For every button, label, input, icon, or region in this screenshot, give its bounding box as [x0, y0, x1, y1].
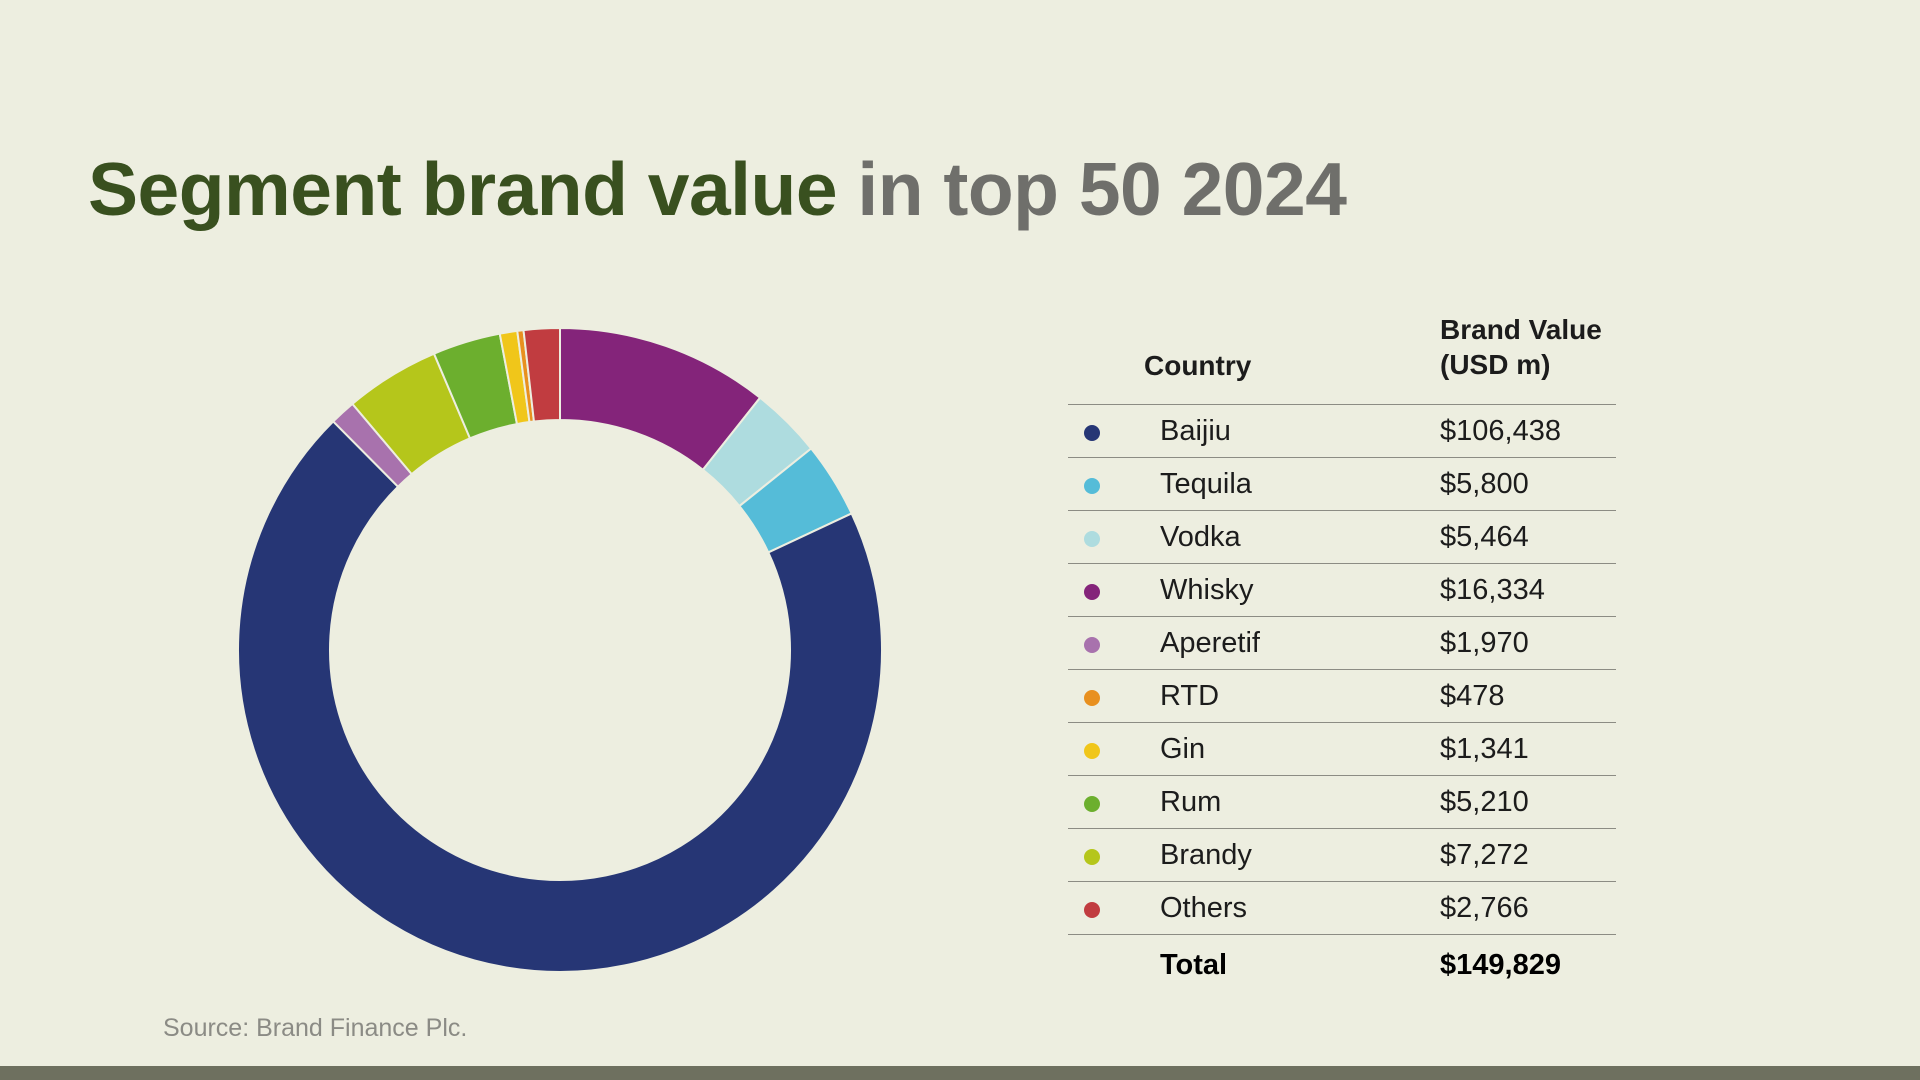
legend-dot-icon [1084, 849, 1100, 865]
segment-value: $5,800 [1440, 468, 1529, 500]
table-row: Tequila $5,800 [1068, 458, 1616, 511]
segment-value: $1,970 [1440, 627, 1529, 659]
bottom-bar [0, 1066, 1920, 1080]
segment-value: $5,464 [1440, 521, 1529, 553]
segment-value: $106,438 [1440, 415, 1561, 447]
table-total-row: Total $149,829 [1068, 935, 1616, 995]
segment-value: $16,334 [1440, 574, 1545, 606]
table-row: RTD $478 [1068, 670, 1616, 723]
segment-value: $7,272 [1440, 839, 1529, 871]
table-row: Others $2,766 [1068, 882, 1616, 935]
legend-dot-icon [1084, 425, 1100, 441]
legend-dot-icon [1084, 584, 1100, 600]
legend-dot-icon [1084, 690, 1100, 706]
segment-name: Gin [1160, 733, 1206, 765]
segment-name: RTD [1160, 680, 1220, 712]
table-row: Brandy $7,272 [1068, 829, 1616, 882]
brand-value-table: Country Brand Value (USD m) Baijiu $106,43… [1068, 300, 1616, 995]
donut-chart [237, 326, 883, 973]
donut-slice-baijiu [237, 419, 883, 973]
title-sub: in top 50 2024 [857, 147, 1347, 231]
segment-value: $478 [1440, 680, 1505, 712]
page-title: Segment brand value in top 50 2024 [88, 146, 1347, 232]
donut-slice-others [522, 326, 561, 423]
segment-name: Rum [1160, 786, 1222, 818]
table-row: Baijiu $106,438 [1068, 405, 1616, 458]
table-row: Rum $5,210 [1068, 776, 1616, 829]
segment-name: Aperetif [1160, 627, 1260, 659]
title-main: Segment brand value [88, 147, 838, 231]
segment-name: Tequila [1160, 468, 1252, 500]
source-note: Source: Brand Finance Plc. [163, 1014, 468, 1042]
table-header: Country Brand Value (USD m) [1068, 300, 1616, 405]
legend-dot-icon [1084, 902, 1100, 918]
segment-name: Baijiu [1160, 415, 1231, 447]
legend-dot-icon [1084, 531, 1100, 547]
legend-dot-icon [1084, 743, 1100, 759]
table-row: Whisky $16,334 [1068, 564, 1616, 617]
segment-name: Others [1160, 892, 1248, 924]
table-row: Vodka $5,464 [1068, 511, 1616, 564]
segment-value: $2,766 [1440, 892, 1529, 924]
table-row: Aperetif $1,970 [1068, 617, 1616, 670]
segment-value: $1,341 [1440, 733, 1529, 765]
total-value: $149,829 [1440, 949, 1561, 981]
legend-dot-icon [1084, 478, 1100, 494]
column-header-country: Country [1144, 350, 1252, 381]
total-label: Total [1160, 949, 1228, 981]
segment-name: Whisky [1160, 574, 1254, 606]
legend-dot-icon [1084, 796, 1100, 812]
segment-name: Vodka [1160, 521, 1241, 553]
legend-dot-icon [1084, 637, 1100, 653]
table-row: Gin $1,341 [1068, 723, 1616, 776]
column-header-brand-value: Brand Value (USD m) [1440, 314, 1602, 380]
segment-name: Brandy [1160, 839, 1252, 871]
segment-value: $5,210 [1440, 786, 1529, 818]
